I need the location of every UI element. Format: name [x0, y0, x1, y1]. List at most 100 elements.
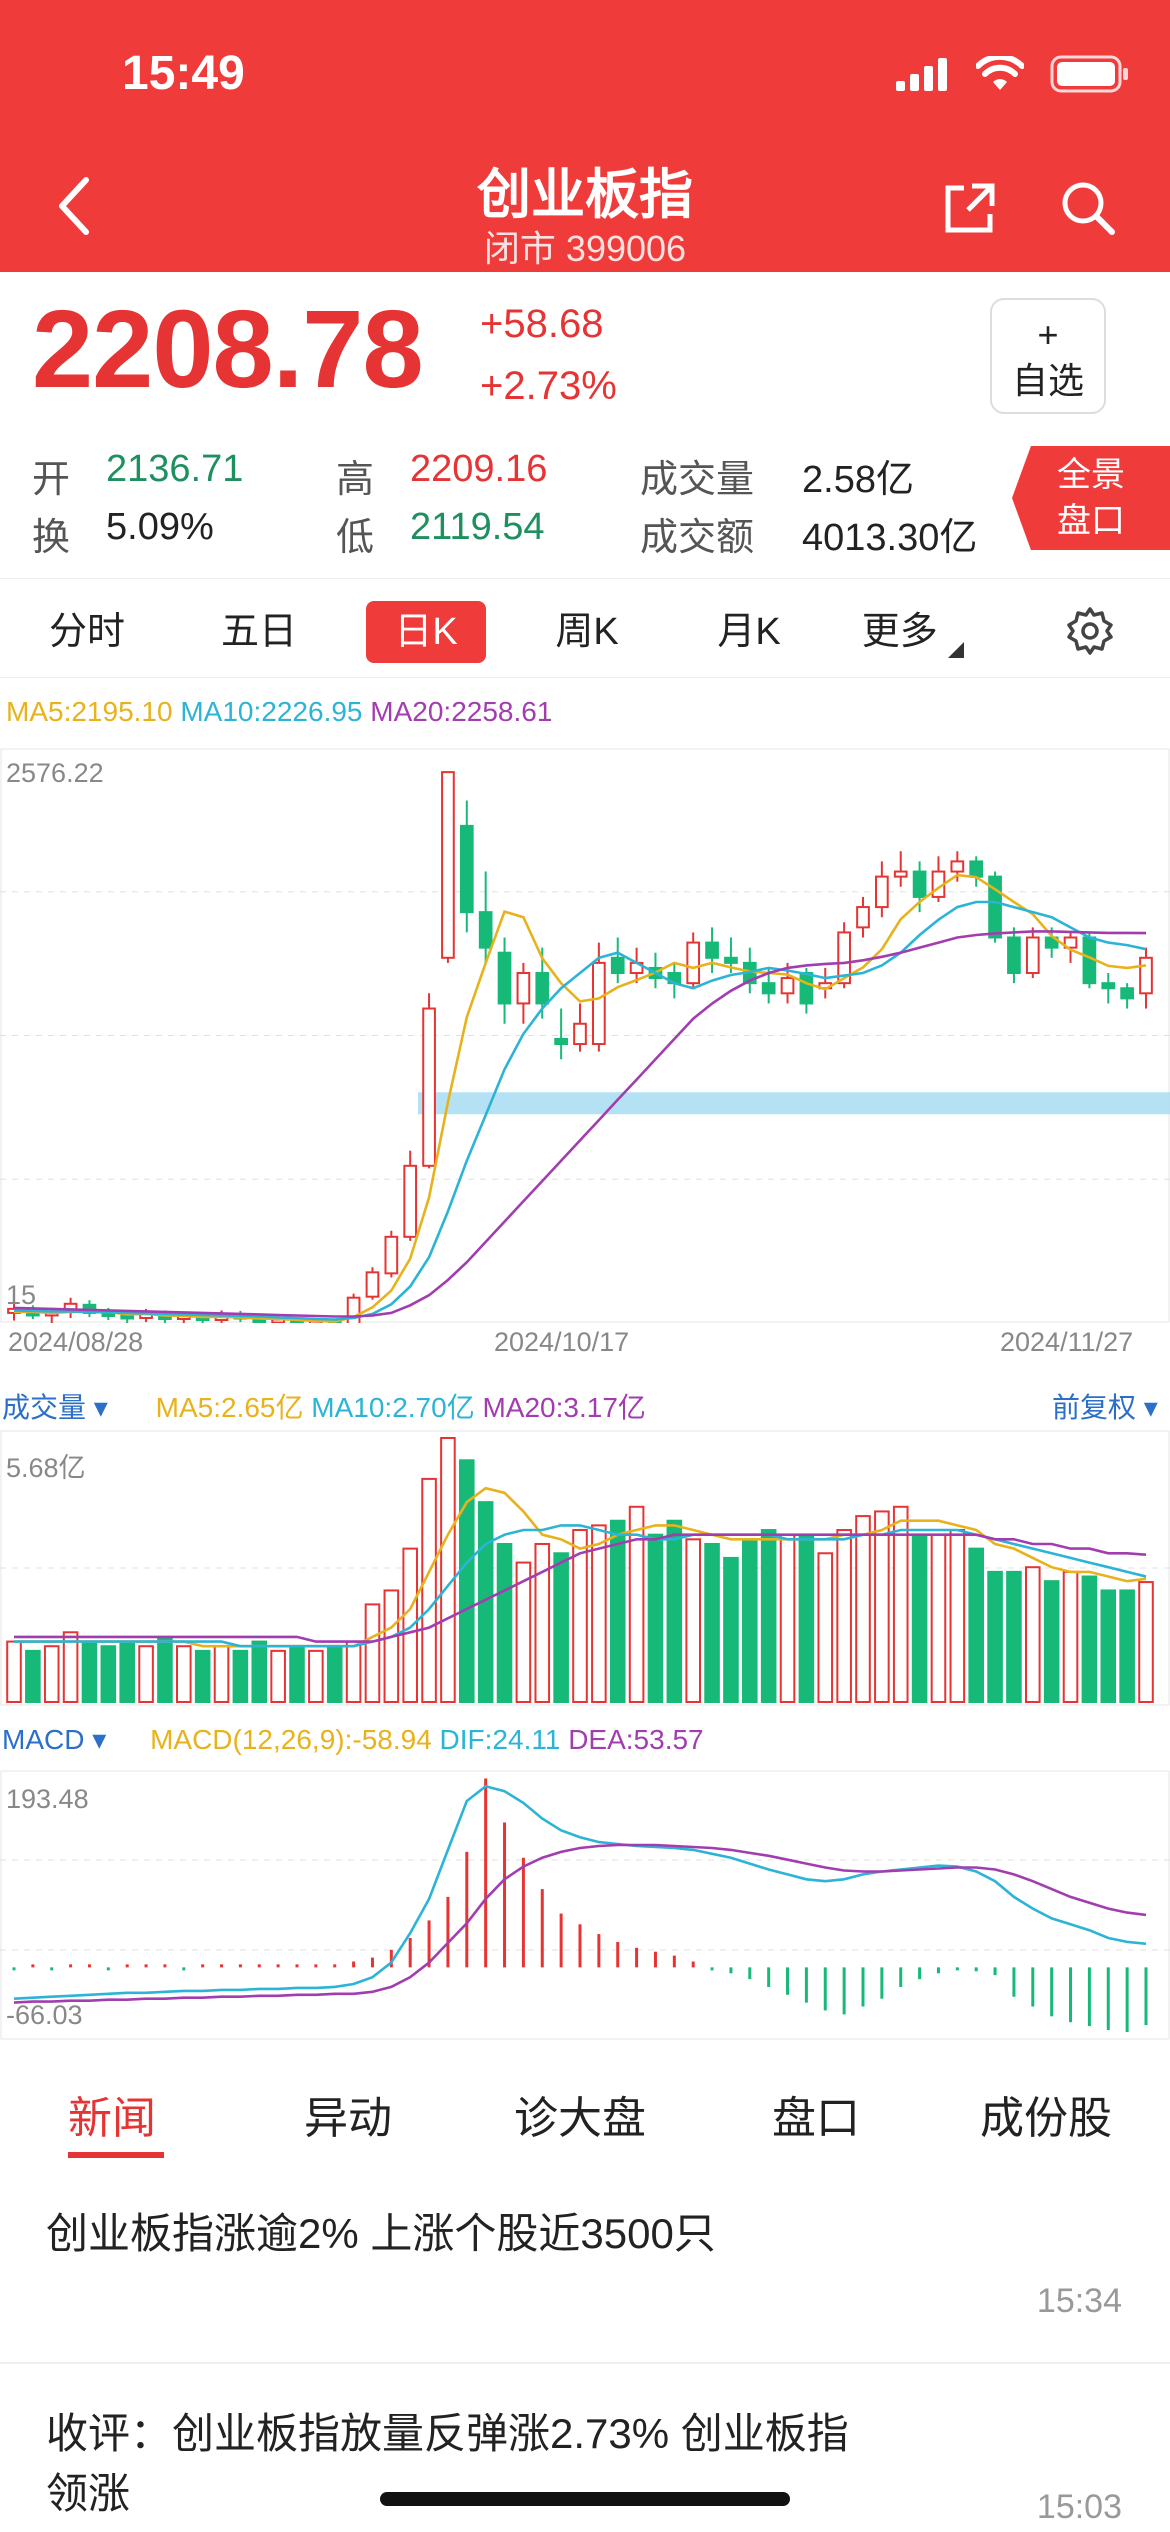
volume-bar-up: [1025, 1566, 1041, 1703]
volume-bar-up: [836, 1529, 852, 1703]
candle-down: [969, 860, 984, 878]
volume-y-max: 5.68亿: [6, 1453, 86, 1483]
macd-dropdown-label: MACD: [2, 1724, 85, 1755]
plus-icon: +: [1037, 314, 1059, 355]
tab-five-day[interactable]: 五日: [220, 611, 297, 653]
ma5-line: [14, 873, 1147, 1323]
page-title: 创业板指: [477, 165, 693, 225]
volume-bar-down: [1081, 1575, 1098, 1704]
support-band: [418, 1092, 1170, 1115]
candle-up: [1139, 956, 1153, 995]
amount-label: 成交额: [640, 517, 755, 559]
volume-ma10-line: [14, 1524, 1147, 1648]
tab-constituents[interactable]: 成份股: [980, 2094, 1112, 2143]
panorama-button[interactable]: 全景 盘口: [1012, 446, 1170, 550]
adjust-dropdown[interactable]: 前复权 ▾: [1052, 1386, 1158, 1426]
volume-bar-up: [534, 1542, 551, 1703]
volume-bar-down: [1006, 1570, 1022, 1703]
tab-movement[interactable]: 异动: [304, 2094, 392, 2143]
volume-chart[interactable]: [0, 1430, 1170, 1706]
page-subtitle: 闭市 399006: [483, 228, 687, 269]
volume-bar-up: [270, 1649, 286, 1704]
tab-news[interactable]: 新闻: [68, 2094, 156, 2143]
volume-bar-up: [685, 1538, 701, 1703]
candle-down: [1101, 982, 1116, 990]
volume-bar-down: [194, 1649, 211, 1704]
tab-diagnosis[interactable]: 诊大盘: [514, 2094, 646, 2143]
wifi-icon: [976, 56, 1024, 90]
candle-down: [705, 941, 719, 959]
settings-icon[interactable]: [1064, 605, 1116, 657]
last-price: 2208.78: [32, 288, 424, 411]
period-tabs: 分时 五日 日K 周K 月K 更多: [0, 578, 1170, 678]
volume-legend: 成交量 ▾ MA5:2.65亿 MA10:2.70亿 MA20:3.17亿: [2, 1386, 646, 1426]
open-value: 2136.71: [106, 448, 244, 490]
volume-bar-down: [81, 1640, 98, 1704]
volume-bar-up: [138, 1645, 154, 1704]
candle-down: [1120, 987, 1134, 1000]
candle-down: [535, 972, 550, 1005]
volume-bar-down: [704, 1542, 720, 1703]
volume-bar-up: [572, 1529, 588, 1703]
more-corner-icon: [948, 642, 965, 658]
volume-bar-down: [742, 1538, 758, 1703]
candle-up: [592, 961, 606, 1046]
volume-bar-up: [874, 1510, 890, 1704]
vol-ma5-label: MA5:2.65亿: [155, 1392, 304, 1423]
volume-bar-up: [345, 1640, 362, 1704]
tab-weekly-k[interactable]: 周K: [555, 611, 619, 653]
candle-up: [893, 870, 908, 878]
volume-bar-up: [892, 1505, 909, 1704]
volume-bar-down: [157, 1635, 173, 1703]
volume-dropdown[interactable]: 成交量 ▾: [2, 1392, 108, 1423]
high-label: 高: [336, 459, 375, 501]
tab-more[interactable]: 更多: [848, 601, 978, 663]
volume-bar-up: [817, 1552, 834, 1703]
volume-bar-down: [1043, 1580, 1060, 1703]
volume-bar-down: [251, 1640, 268, 1704]
search-icon[interactable]: [1058, 178, 1118, 238]
add-watchlist-button[interactable]: + 自选: [990, 298, 1106, 414]
volume-bar-down: [25, 1649, 41, 1704]
candle-up: [1025, 936, 1040, 975]
back-button[interactable]: [46, 166, 106, 246]
volume-bar-down: [326, 1645, 343, 1704]
volume-bar-up: [43, 1645, 60, 1704]
macd-dropdown[interactable]: MACD ▾: [2, 1724, 106, 1755]
ma10-label: MA10:2226.95: [180, 696, 363, 727]
kline-legend: MA5:2195.10 MA10:2226.95 MA20:2258.61: [6, 696, 552, 728]
news-item-time: 15:34: [1036, 2282, 1122, 2320]
candle-down: [554, 1037, 568, 1046]
low-label: 低: [336, 517, 375, 559]
ma10-line: [13, 900, 1147, 1321]
candle-up: [780, 977, 795, 995]
volume-bar-up: [1062, 1570, 1079, 1703]
candle-up: [346, 1296, 361, 1323]
macd-y-min: -66.03: [6, 2000, 83, 2030]
volume-bar-up: [515, 1561, 532, 1703]
volume-bar-down: [911, 1533, 928, 1703]
macd-y-max: 193.48: [6, 1784, 89, 1814]
volume-bar-down: [232, 1649, 249, 1704]
dropdown-arrow-icon: ▾: [93, 1392, 108, 1423]
candle-down: [459, 824, 474, 914]
tab-order-book[interactable]: 盘口: [772, 2094, 860, 2143]
volume-bar-down: [1119, 1589, 1135, 1703]
share-icon[interactable]: [940, 178, 1000, 238]
dropdown-arrow-icon: ▾: [92, 1724, 107, 1755]
candle-up: [1063, 936, 1078, 949]
kline-chart[interactable]: [0, 748, 1170, 1323]
news-item-title[interactable]: 创业板指涨逾2% 上涨个股近3500只: [46, 2210, 716, 2257]
volume-bar-down: [100, 1645, 117, 1704]
volume-bar-up: [421, 1477, 437, 1703]
chart-frame: [0, 1770, 1170, 2040]
candle-up: [441, 771, 455, 959]
volume-ma5-line: [14, 1486, 1147, 1648]
macd-chart[interactable]: [0, 1770, 1170, 2040]
candle-down: [912, 870, 927, 898]
tab-monthly-k[interactable]: 月K: [717, 611, 781, 653]
candle-up: [403, 1164, 418, 1238]
tab-daily-k[interactable]: 日K: [366, 601, 486, 663]
tab-intraday[interactable]: 分时: [48, 611, 125, 653]
news-item-title[interactable]: 收评：创业板指放量反弹涨2.73% 创业板指领涨: [46, 2410, 849, 2517]
